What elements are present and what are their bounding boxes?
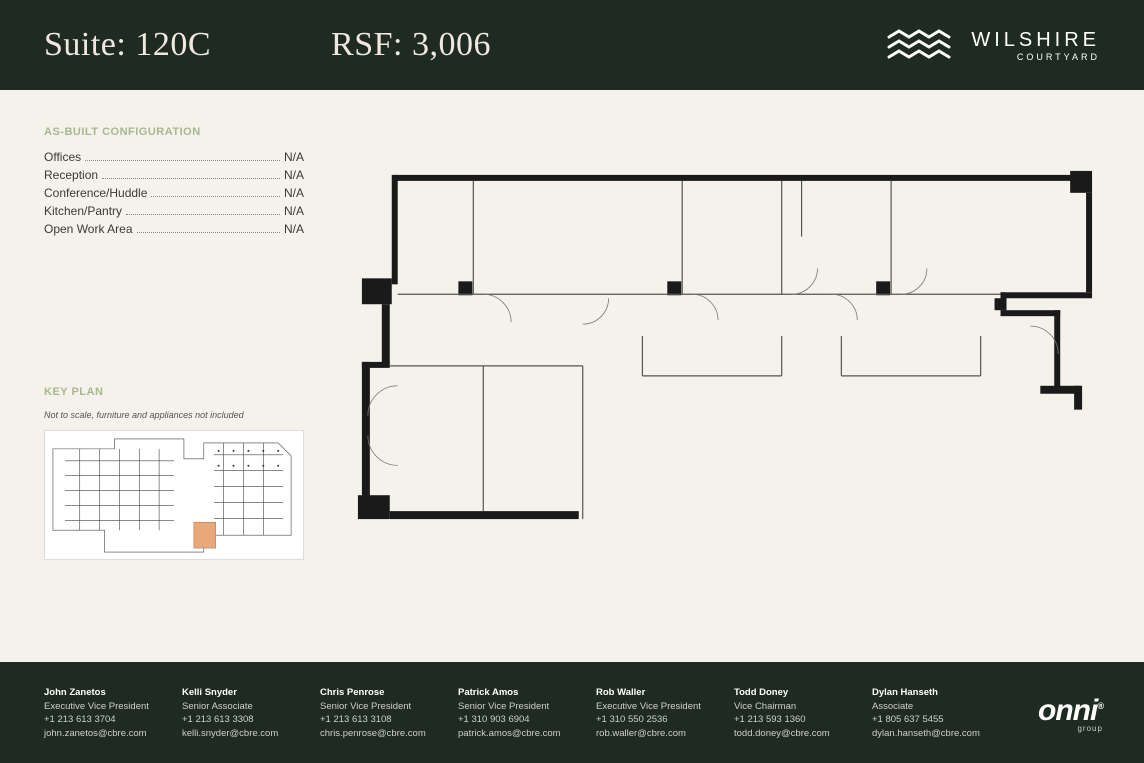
contact-phone: +1 213 613 3308	[182, 713, 292, 727]
contact-email: todd.doney@cbre.com	[734, 727, 844, 741]
config-value: N/A	[284, 168, 304, 182]
rsf-heading: RSF: 3,006	[331, 26, 491, 64]
footer-bar: John ZanetosExecutive Vice President+1 2…	[0, 662, 1144, 763]
config-label: Conference/Huddle	[44, 186, 147, 200]
contact-phone: +1 310 903 6904	[458, 713, 568, 727]
config-label: Offices	[44, 150, 81, 164]
onni-brand: onni	[1038, 694, 1097, 727]
contact-name: Kelli Snyder	[182, 686, 292, 700]
contact-card: Chris PenroseSenior Vice President+1 213…	[320, 686, 430, 741]
contact-title: Executive Vice President	[596, 700, 706, 714]
contact-email: patrick.amos@cbre.com	[458, 727, 568, 741]
rsf-label: RSF:	[331, 26, 403, 63]
onni-logo: onni® group	[1038, 686, 1103, 741]
suite-value: 120C	[135, 26, 211, 63]
config-row: Reception N/A	[44, 168, 304, 182]
config-label: Reception	[44, 168, 98, 182]
contact-name: Patrick Amos	[458, 686, 568, 700]
left-column: AS-BUILT CONFIGURATION OfficesN/ARecepti…	[44, 126, 304, 642]
wilshire-logo: WILSHIRE COURTYARD	[887, 27, 1100, 63]
contact-title: Senior Vice President	[320, 700, 430, 714]
contact-card: Patrick AmosSenior Vice President+1 310 …	[458, 686, 568, 741]
contact-card: John ZanetosExecutive Vice President+1 2…	[44, 686, 154, 741]
brand-line1: WILSHIRE	[971, 29, 1100, 52]
contact-name: Dylan Hanseth	[872, 686, 982, 700]
main-content: AS-BUILT CONFIGURATION OfficesN/ARecepti…	[0, 90, 1144, 662]
config-label: Kitchen/Pantry	[44, 204, 122, 218]
contact-card: Kelli SnyderSenior Associate+1 213 613 3…	[182, 686, 292, 741]
suite-heading: Suite: 120C	[44, 26, 211, 64]
contact-name: John Zanetos	[44, 686, 154, 700]
keyplan-note: Not to scale, furniture and appliances n…	[44, 410, 304, 420]
contact-email: kelli.snyder@cbre.com	[182, 727, 292, 741]
config-row: Open Work Area N/A	[44, 222, 304, 236]
config-title: AS-BUILT CONFIGURATION	[44, 126, 304, 138]
contact-name: Todd Doney	[734, 686, 844, 700]
brand-line2: COURTYARD	[971, 52, 1100, 62]
config-value: N/A	[284, 222, 304, 236]
config-row: Conference/Huddle N/A	[44, 186, 304, 200]
config-value: N/A	[284, 186, 304, 200]
contact-card: Todd DoneyVice Chairman+1 213 593 1360to…	[734, 686, 844, 741]
floorplan-graphic	[344, 126, 1100, 642]
contact-email: chris.penrose@cbre.com	[320, 727, 430, 741]
suite-label: Suite:	[44, 26, 126, 63]
contact-card: Rob WallerExecutive Vice President+1 310…	[596, 686, 706, 741]
config-list: Offices N/A Reception N/A Conference/Huddle N…	[44, 150, 304, 236]
contact-card: Dylan HansethAssociate+1 805 637 5455dyl…	[872, 686, 982, 741]
contact-title: Associate	[872, 700, 982, 714]
config-row: Offices N/A	[44, 150, 304, 164]
contact-phone: +1 213 613 3108	[320, 713, 430, 727]
contact-phone: +1 213 593 1360	[734, 713, 844, 727]
contact-phone: +1 805 637 5455	[872, 713, 982, 727]
keyplan-graphic	[44, 430, 304, 560]
contact-email: dylan.hanseth@cbre.com	[872, 727, 982, 741]
keyplan-title: KEY PLAN	[44, 386, 304, 398]
contact-email: rob.waller@cbre.com	[596, 727, 706, 741]
contact-title: Senior Vice President	[458, 700, 568, 714]
contact-name: Chris Penrose	[320, 686, 430, 700]
contact-email: john.zanetos@cbre.com	[44, 727, 154, 741]
wilshire-mark-icon	[887, 27, 957, 63]
contact-name: Rob Waller	[596, 686, 706, 700]
config-label: Open Work Area	[44, 222, 133, 236]
contact-title: Vice Chairman	[734, 700, 844, 714]
contact-phone: +1 310 550 2536	[596, 713, 706, 727]
config-value: N/A	[284, 204, 304, 218]
contacts-row: John ZanetosExecutive Vice President+1 2…	[44, 686, 982, 741]
contact-title: Executive Vice President	[44, 700, 154, 714]
rsf-value: 3,006	[412, 26, 491, 63]
contact-phone: +1 213 613 3704	[44, 713, 154, 727]
contact-title: Senior Associate	[182, 700, 292, 714]
config-row: Kitchen/Pantry N/A	[44, 204, 304, 218]
config-value: N/A	[284, 150, 304, 164]
header-bar: Suite: 120C RSF: 3,006 WILSHIRE COURTYAR…	[0, 0, 1144, 90]
